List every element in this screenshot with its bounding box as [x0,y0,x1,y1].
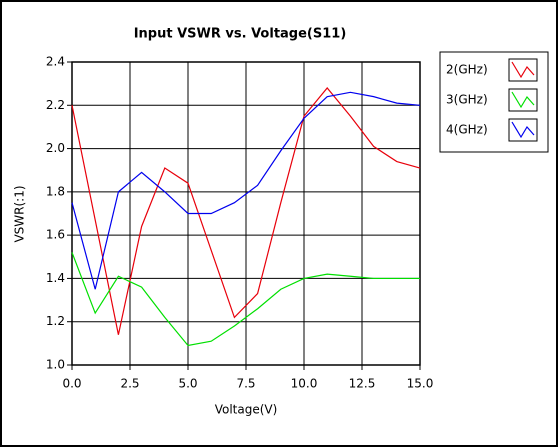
y-tick-label: 2.2 [46,98,65,112]
x-tick-label: 12.5 [349,377,376,391]
x-tick-label: 7.5 [236,377,255,391]
legend-swatch [511,61,535,79]
y-tick-label: 2.0 [46,141,65,155]
legend-swatch-box [508,88,538,112]
x-tick-label: 0.0 [62,377,81,391]
chart-title: Input VSWR vs. Voltage(S11) [134,27,347,42]
y-tick-label: 2.4 [46,55,65,69]
legend-label: 2(GHz) [446,63,488,77]
y-tick-label: 1.0 [46,358,65,372]
legend-swatch [511,91,535,109]
legend-swatch-box [508,58,538,82]
series-line [71,91,421,290]
legend-label: 4(GHz) [446,123,488,137]
legend-swatch-box [508,118,538,142]
x-tick-label: 2.5 [120,377,139,391]
y-tick-label: 1.2 [46,314,65,328]
series-line [71,87,421,335]
y-tick-label: 1.8 [46,184,65,198]
y-axis-label: VSWR(:1) [13,185,27,242]
y-tick-label: 1.6 [46,228,65,242]
x-tick-label: 15.0 [407,377,434,391]
x-axis-label: Voltage(V) [215,403,278,417]
y-tick-label: 1.4 [46,271,65,285]
legend-label: 3(GHz) [446,93,488,107]
x-tick-label: 10.0 [291,377,318,391]
legend-swatch [511,121,535,139]
x-tick-label: 5.0 [178,377,197,391]
series-line [71,252,420,347]
